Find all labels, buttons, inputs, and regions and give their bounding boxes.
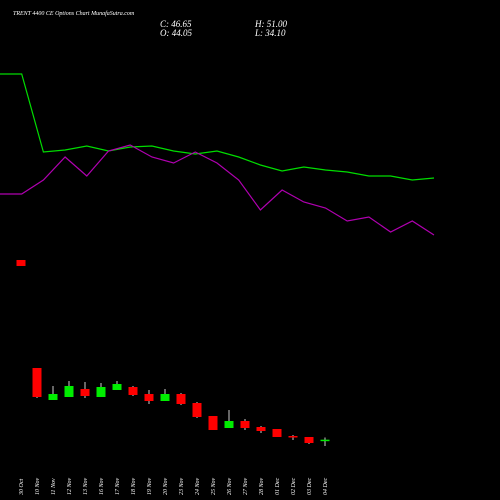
x-tick-label: 01 Dec [275,478,281,495]
x-tick-label: 12 Nov [67,477,73,495]
candle-body [288,436,298,438]
candle-body [144,394,154,401]
candle-body [48,394,58,400]
candle-body [256,427,266,431]
x-tick-label: 30 Oct [19,479,25,496]
x-tick-label: 25 Nov [211,477,217,495]
candle-body [32,368,42,397]
x-tick-label: 13 Nov [83,477,89,495]
candle-body [272,429,282,437]
ohlc-label: C: 46.65 [160,19,192,29]
candle-body [96,387,106,397]
indicator-line [0,73,435,181]
candle-body [112,384,122,390]
candle-body [80,389,90,396]
x-tick-label: 11 Nov [51,478,57,495]
indicator-line [0,144,435,236]
x-tick-label: 16 Nov [99,477,105,495]
x-tick-label: 03 Dec [307,478,313,495]
candle-body [320,439,330,442]
candle-body [160,394,170,401]
x-tick-label: 20 Nov [163,477,169,495]
x-tick-label: 19 Nov [147,477,153,495]
x-tick-label: 27 Nov [243,477,249,495]
x-tick-label: 28 Nov [259,477,265,495]
x-tick-label: 17 Nov [115,477,121,495]
x-tick-label: 26 Nov [227,477,233,495]
candle-body [192,403,202,417]
x-tick-label: 02 Dec [291,478,297,495]
candle-body [16,260,26,266]
x-tick-label: 04 Dec [322,478,329,495]
candle-body [64,386,74,397]
ohlc-label: H: 51.00 [254,19,287,29]
x-tick-label: 24 Nov [194,477,201,495]
candle-body [128,387,138,395]
ohlc-label: O: 44.05 [160,28,192,38]
candle-body [240,421,250,428]
x-tick-label: 18 Nov [131,477,137,495]
candle-body [208,416,218,430]
candle-body [304,437,314,443]
candle-body [224,421,234,428]
x-tick-label: 23 Nov [179,477,185,495]
chart-title: TRENT 4400 CE Options Chart MunafaSutra.… [13,10,135,17]
ohlc-label: L: 34.10 [254,28,286,38]
candle-body [176,394,186,404]
x-tick-label: 10 Nov [35,477,41,495]
